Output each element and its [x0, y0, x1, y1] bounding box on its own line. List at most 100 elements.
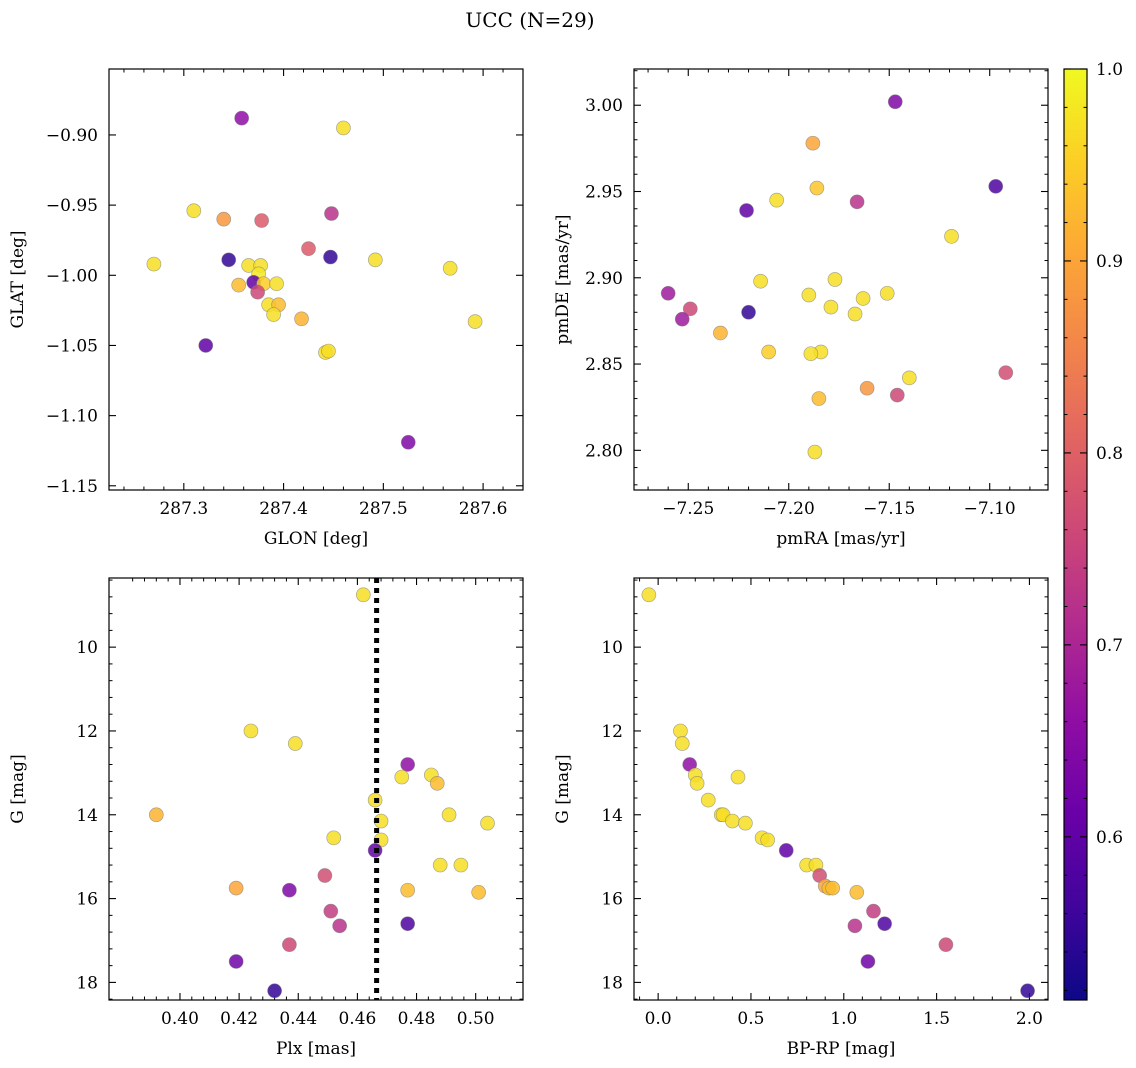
scatter-point: [998, 365, 1014, 381]
scatter-point: [825, 880, 840, 896]
scatter-point: [324, 206, 339, 221]
x-tick-label: 1.0: [830, 1009, 857, 1029]
scatter-point: [805, 135, 821, 151]
scatter-point: [287, 736, 303, 751]
scatter-point: [901, 370, 917, 386]
x-axis-label: Plx [mas]: [276, 1039, 356, 1059]
y-tick-label: 16: [76, 890, 98, 910]
y-axis-label: pmDE [mas/yr]: [553, 214, 573, 344]
y-tick-label: −1.10: [46, 407, 98, 427]
scatter-point: [228, 954, 244, 969]
colorbar-tick-label: 0.8: [1096, 444, 1123, 464]
y-tick-label: 2.85: [585, 355, 623, 375]
scatter-point: [267, 983, 282, 999]
x-tick-label: 287.6: [459, 499, 508, 519]
subplot-2: −7.25 −7.20 −7.15 −7.10 2.80 2.85 2.90 2.95 3.00…: [553, 68, 1049, 549]
subplot-3: 0.40 0.42 0.44 0.46 0.48 0.50 10 12 14 16 18 Plx [m…: [8, 577, 524, 1059]
x-tick-label: 287.3: [159, 499, 208, 519]
scatter-point: [673, 723, 688, 739]
y-tick-label: 14: [601, 806, 623, 826]
scatter-point: [146, 256, 162, 272]
scatter-point: [988, 178, 1004, 194]
scatter-point: [269, 276, 284, 292]
x-axis-label: GLON [deg]: [264, 529, 368, 549]
scatter-point: [811, 391, 827, 406]
x-tick-label: 1.5: [923, 1009, 950, 1029]
scatter-point: [860, 954, 876, 969]
scatter-point: [1020, 983, 1035, 999]
scatter-point: [453, 857, 469, 873]
scatter-point: [254, 213, 269, 228]
x-tick-label: 0.0: [645, 1009, 672, 1029]
x-tick-label: 0.44: [279, 1009, 317, 1029]
scatter-point: [823, 299, 839, 315]
scatter-point: [400, 757, 416, 772]
x-tick-label: 0.5: [737, 1009, 764, 1029]
scatter-point: [713, 325, 728, 341]
colorbar-tick-label: 0.9: [1096, 252, 1123, 272]
y-tick-label: 12: [76, 722, 98, 742]
scatter-point: [243, 723, 259, 739]
y-tick-label: −1.00: [46, 266, 98, 286]
scatter-point: [373, 813, 389, 829]
axes-frame: [633, 68, 1049, 491]
scatter-point: [355, 587, 371, 603]
scatter-point: [336, 120, 351, 136]
scatter-point: [809, 180, 825, 196]
scatter-point: [944, 229, 959, 244]
axes-frame: [108, 68, 524, 491]
scatter-point: [741, 304, 756, 320]
y-axis-label: G [mag]: [8, 754, 28, 823]
x-tick-label: 2.0: [1016, 1009, 1043, 1029]
scatter-point: [807, 444, 823, 460]
scatter-point: [148, 807, 164, 823]
colorbar: 0.6 0.7 0.8 0.9 1.0: [1063, 60, 1123, 1001]
scatter-point: [847, 306, 863, 322]
colorbar-gradient: [1064, 69, 1087, 1000]
x-tick-label: −7.15: [863, 499, 915, 519]
axes-frame: [633, 577, 1049, 1001]
scatter-point: [441, 807, 457, 823]
scatter-point: [879, 285, 895, 301]
scatter-point: [216, 211, 232, 227]
x-axis-label: pmRA [mas/yr]: [776, 529, 905, 549]
scatter-point: [432, 857, 448, 873]
scatter-point: [938, 937, 954, 953]
scatter-point: [849, 884, 865, 900]
y-tick-label: 2.95: [585, 183, 623, 203]
scatter-point: [321, 343, 336, 359]
colorbar-tick-label: 0.7: [1096, 636, 1123, 656]
subplot-1: 287.3 287.4 287.5 287.6 −0.90 −0.95 −1.00 −1.05…: [8, 68, 524, 549]
y-axis-label: GLAT [deg]: [8, 230, 28, 328]
y-tick-label: −0.90: [46, 126, 98, 146]
scatter-point: [760, 832, 776, 848]
scatter-point: [730, 769, 746, 785]
scatter-point: [400, 916, 416, 932]
y-tick-label: 16: [601, 890, 623, 910]
scatter-point: [442, 260, 458, 276]
scatter-point: [332, 918, 348, 934]
scatter-point: [738, 815, 753, 831]
scatter-point: [660, 285, 676, 301]
scatter-point: [198, 338, 214, 353]
scatter-point: [847, 918, 863, 934]
scatter-point: [400, 434, 416, 450]
scatter-point: [778, 843, 794, 858]
colorbar-tick-label: 0.6: [1096, 828, 1123, 848]
y-tick-label: 10: [76, 638, 98, 658]
scatter-point: [689, 775, 705, 791]
figure-title: UCC (N=29): [465, 8, 594, 32]
plot-area: [660, 94, 1014, 460]
x-tick-label: 0.50: [457, 1009, 495, 1029]
scatter-point: [323, 249, 338, 265]
scatter-point: [282, 882, 297, 898]
scatter-point: [641, 587, 657, 603]
x-tick-label: 0.46: [338, 1009, 376, 1029]
y-tick-label: −1.05: [46, 336, 98, 356]
scatter-point: [769, 192, 785, 208]
y-tick-label: 2.80: [585, 441, 623, 461]
x-tick-label: −7.20: [763, 499, 815, 519]
scatter-point: [725, 813, 740, 829]
x-tick-label: 287.5: [359, 499, 408, 519]
